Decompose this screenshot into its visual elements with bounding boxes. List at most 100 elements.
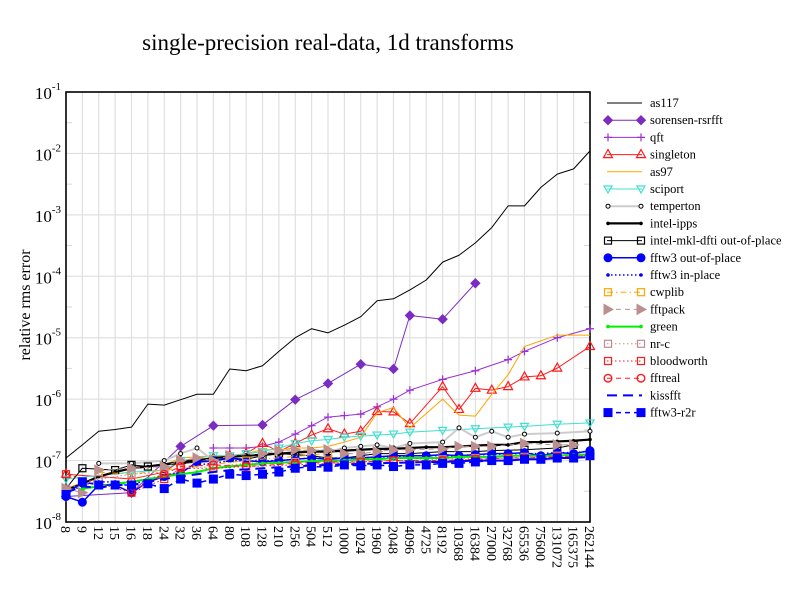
- marker-plus: [637, 133, 645, 142]
- marker-triangle-right: [225, 449, 236, 462]
- marker-dot: [309, 456, 314, 460]
- legend-item: fftreal: [603, 371, 681, 385]
- x-tick-label: 512: [319, 526, 334, 547]
- series-line: [98, 426, 591, 465]
- marker-square-open: [636, 236, 646, 245]
- marker-triangle-right: [569, 439, 580, 451]
- marker-plus: [324, 413, 332, 422]
- x-tick-label: 8192: [434, 526, 449, 554]
- marker-triangle-down: [404, 428, 415, 438]
- marker-triangle-right: [307, 444, 318, 457]
- marker-triangle-right: [470, 440, 482, 453]
- marker-diamond: [290, 394, 301, 405]
- legend-item: kissfft: [607, 388, 682, 402]
- marker-square-filled: [603, 408, 613, 418]
- marker-triangle-right: [454, 440, 466, 453]
- marker-plus: [405, 386, 414, 395]
- marker-dot: [639, 273, 643, 277]
- y-tick-label: 10-5: [35, 327, 62, 349]
- x-tick-label: 108: [237, 526, 252, 547]
- marker-dot: [244, 463, 248, 467]
- y-tick-label: 10-3: [35, 204, 62, 226]
- series-line: [65, 455, 591, 494]
- marker-circle-open: [522, 431, 527, 437]
- marker-triangle: [502, 380, 514, 391]
- marker-triangle-right: [339, 447, 351, 460]
- legend-label: temperton: [650, 199, 701, 213]
- marker-triangle: [518, 370, 531, 381]
- y-tick-base: 10: [35, 391, 52, 410]
- marker-triangle-down: [60, 475, 72, 485]
- marker-square-open: [61, 470, 71, 479]
- marker-square-open: [603, 339, 613, 348]
- y-axis-label: relative rms error: [17, 249, 34, 361]
- legend-label: green: [650, 320, 679, 334]
- y-tick-base: 10: [35, 330, 52, 349]
- y-tick-exponent: -7: [52, 450, 62, 462]
- legend: as117 sorensen-rsrfft qft singleton as97 scip…: [602, 96, 782, 420]
- marker-plus: [604, 133, 612, 142]
- marker-square-filled: [176, 474, 186, 484]
- marker-dot: [457, 455, 461, 459]
- marker-square-filled: [159, 484, 169, 494]
- y-tick-exponent: -6: [52, 388, 62, 400]
- x-tick-label: 15: [106, 526, 121, 540]
- marker-diamond: [175, 441, 186, 452]
- series-fftw3-r2r: [61, 451, 595, 500]
- marker-triangle: [584, 340, 596, 351]
- marker-triangle-right: [192, 452, 204, 464]
- marker-dot: [424, 456, 429, 460]
- marker-diamond: [388, 363, 399, 375]
- x-tick-label: 165375: [565, 526, 580, 568]
- marker-square-filled: [356, 461, 366, 471]
- marker-square-filled: [585, 451, 595, 461]
- marker-diamond: [602, 114, 614, 126]
- x-tick-label: 65536: [516, 526, 531, 561]
- legend-label: fftw3-r2r: [650, 406, 696, 420]
- legend-label: as117: [650, 96, 679, 110]
- marker-square-open: [636, 288, 646, 297]
- marker-triangle: [355, 425, 367, 435]
- marker-triangle-down: [635, 185, 647, 195]
- marker-square-filled: [143, 479, 153, 489]
- x-tick-label: 24: [155, 526, 170, 540]
- legend-label: cwplib: [650, 285, 684, 299]
- marker-triangle: [437, 380, 449, 391]
- marker-diamond: [404, 310, 416, 321]
- marker-diamond: [322, 378, 334, 389]
- x-tick-label: 27000: [483, 526, 498, 561]
- marker-circle-open: [636, 373, 646, 383]
- marker-circle-open: [554, 430, 560, 436]
- x-tick-label: 1024: [352, 526, 367, 554]
- marker-square-filled: [94, 480, 104, 490]
- marker-triangle: [469, 382, 481, 392]
- marker-dot: [260, 461, 265, 466]
- marker-square-filled: [110, 480, 120, 490]
- x-axis-ticks: 8 9 12 15 16 18 24 32 36 64 80 108 128 210 256 504 512 10…: [57, 526, 596, 568]
- marker-triangle-down: [372, 431, 383, 441]
- marker-circle-open: [505, 434, 511, 440]
- legend-item: bloodworth: [603, 354, 708, 368]
- marker-triangle-right: [274, 444, 285, 457]
- legend-label: as97: [650, 165, 673, 179]
- marker-dot: [606, 324, 610, 329]
- marker-triangle-right: [290, 443, 302, 456]
- marker-circle-open: [208, 460, 218, 470]
- legend-item: sciport: [602, 182, 685, 196]
- y-tick-exponent: -2: [52, 142, 61, 154]
- marker-diamond: [437, 314, 448, 325]
- legend-item: fftpack: [603, 302, 686, 316]
- legend-label: qft: [650, 130, 664, 144]
- marker-dot: [195, 470, 199, 474]
- marker-dot: [506, 443, 510, 447]
- legend-item: as97: [607, 165, 673, 179]
- x-tick-label: 18: [139, 526, 154, 540]
- legend-item: green: [606, 320, 679, 334]
- legend-label: nr-c: [650, 337, 670, 351]
- marker-triangle-right: [94, 464, 105, 476]
- marker-diamond: [208, 420, 219, 431]
- marker-circle-open: [440, 439, 446, 445]
- marker-dot: [539, 440, 543, 444]
- marker-triangle-down: [470, 425, 481, 434]
